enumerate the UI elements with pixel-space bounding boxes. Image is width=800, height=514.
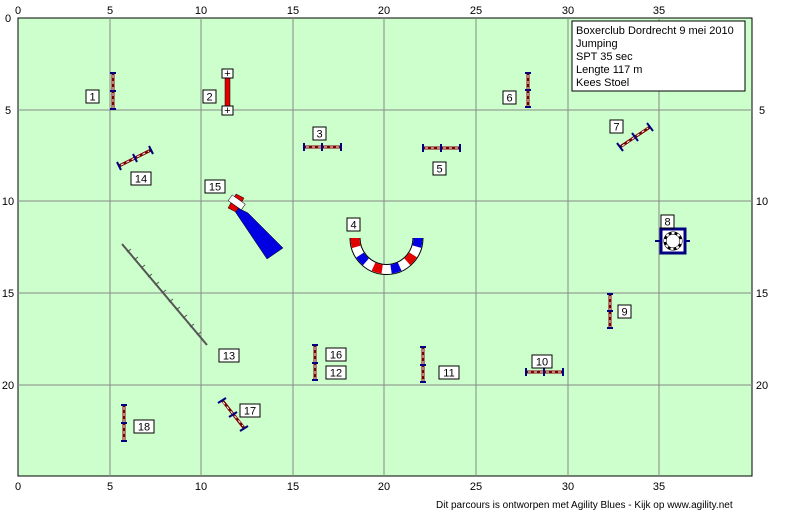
left-tick-0: 0 [5, 13, 11, 25]
left-tick-5: 5 [5, 105, 11, 117]
bottom-tick-35: 35 [653, 481, 665, 493]
jump-9 [607, 293, 613, 329]
number-box-4: 4 [346, 217, 361, 232]
left-tick-20: 20 [2, 380, 14, 392]
bottom-tick-25: 25 [470, 481, 482, 493]
obstacle-number-16: 16 [330, 350, 342, 362]
left-tick-10: 10 [2, 196, 14, 208]
info-spt: SPT 35 sec [576, 51, 633, 63]
obstacle-number-14: 14 [135, 174, 147, 186]
number-box-1: 1 [85, 89, 100, 104]
number-box-3: 3 [312, 126, 327, 141]
number-box-7: 7 [609, 119, 624, 134]
top-tick-30: 30 [562, 5, 574, 17]
obstacle-number-11: 11 [443, 368, 454, 380]
right-tick-10: 10 [756, 196, 768, 208]
number-box-5: 5 [432, 161, 447, 176]
info-length: Lengte 117 m [576, 64, 642, 76]
right-tick-5: 5 [759, 105, 765, 117]
obstacle-number-18: 18 [138, 422, 150, 434]
obstacle-number-1: 1 [89, 92, 95, 104]
info-discipline: Jumping [576, 38, 618, 50]
number-box-16: 16 [325, 347, 347, 362]
jump-10 [525, 368, 564, 376]
top-tick-5: 5 [107, 5, 113, 17]
jump-7 [616, 122, 654, 152]
top-tick-15: 15 [287, 5, 299, 17]
grid [18, 18, 752, 476]
number-box-9: 9 [617, 304, 632, 319]
number-box-17: 17 [239, 403, 261, 418]
obstacle-number-9: 9 [621, 307, 627, 319]
obstacle-number-15: 15 [209, 182, 221, 194]
jump-12-16 [312, 344, 318, 381]
obstacle-number-17: 17 [244, 406, 256, 418]
course-info-box: Boxerclub Dordrecht 9 mei 2010 Jumping S… [571, 20, 746, 92]
bottom-tick-0: 0 [15, 481, 21, 493]
course-field [17, 17, 753, 477]
chute-15 [227, 193, 284, 260]
jump-14 [116, 145, 154, 171]
jump-5 [422, 144, 461, 152]
bottom-tick-5: 5 [107, 481, 113, 493]
obstacle-number-8: 8 [664, 217, 670, 229]
jump-18 [121, 404, 127, 442]
svg-text:+: + [224, 105, 230, 117]
bottom-tick-30: 30 [562, 481, 574, 493]
footer-credit: Dit parcours is ontworpen met Agility Bl… [436, 500, 733, 511]
right-tick-15: 15 [756, 288, 768, 300]
jump-3 [303, 143, 342, 151]
bottom-tick-15: 15 [287, 481, 299, 493]
number-box-18: 18 [133, 419, 155, 434]
obstacle-number-13: 13 [223, 351, 235, 363]
tire-8 [655, 227, 690, 255]
obstacle-number-12: 12 [330, 368, 342, 380]
number-box-8: 8 [660, 214, 675, 229]
bottom-tick-20: 20 [378, 481, 390, 493]
info-club: Boxerclub Dordrecht 9 mei 2010 [576, 25, 734, 37]
number-box-12: 12 [325, 365, 347, 380]
top-tick-0: 0 [15, 5, 21, 17]
jump-1 [110, 72, 116, 110]
number-box-6: 6 [502, 90, 517, 105]
bottom-tick-10: 10 [195, 481, 207, 493]
jump-17 [217, 397, 249, 432]
number-box-10: 10 [531, 354, 553, 369]
number-box-14: 14 [130, 171, 152, 186]
right-tick-20: 20 [756, 380, 768, 392]
obstacle-number-2: 2 [206, 92, 212, 104]
number-box-11: 11 [438, 365, 460, 380]
top-tick-25: 25 [470, 5, 482, 17]
obstacle-number-4: 4 [350, 220, 356, 232]
jump-6 [525, 72, 531, 108]
top-tick-35: 35 [653, 5, 665, 17]
top-tick-10: 10 [195, 5, 207, 17]
tunnel-4 [349, 237, 424, 275]
obstacle-number-3: 3 [316, 129, 322, 141]
left-tick-15: 15 [2, 288, 14, 300]
number-box-15: 15 [204, 179, 226, 194]
obstacle-number-7: 7 [613, 122, 619, 134]
number-box-13: 13 [218, 348, 240, 363]
svg-text:+: + [224, 68, 230, 80]
wall-2: + + [221, 68, 234, 117]
obstacle-number-10: 10 [536, 357, 548, 369]
obstacle-number-5: 5 [436, 164, 442, 176]
info-judge: Kees Stoel [576, 77, 629, 89]
obstacle-number-6: 6 [506, 93, 512, 105]
top-tick-20: 20 [378, 5, 390, 17]
number-box-2: 2 [202, 89, 217, 104]
jump-11 [420, 346, 426, 383]
weave-poles-13 [121, 243, 208, 346]
